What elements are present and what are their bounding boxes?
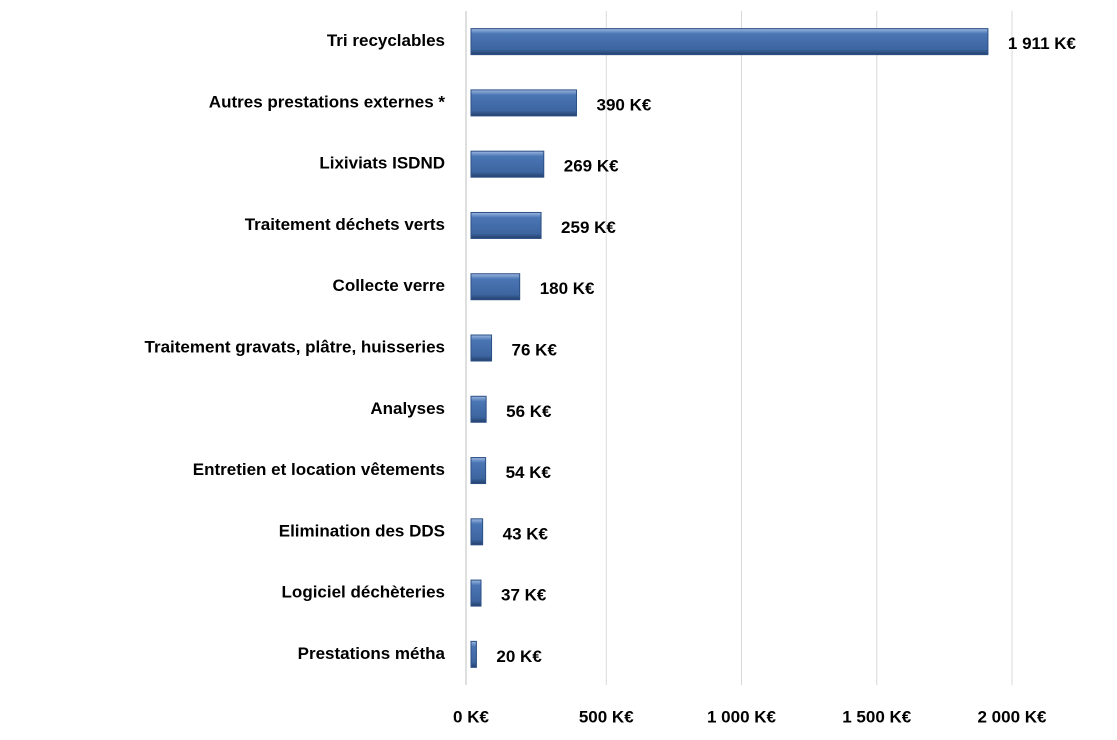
- bar: [470, 89, 577, 117]
- value-label: 20 K€: [496, 647, 542, 666]
- y-tick-label: Traitement gravats, plâtre, huisseries: [145, 337, 445, 356]
- bar: [470, 579, 482, 607]
- bar: [470, 395, 487, 423]
- y-tick-label: Logiciel déchèteries: [282, 583, 445, 602]
- y-tick-label: Elimination des DDS: [279, 521, 445, 540]
- y-tick-label: Tri recyclables: [327, 31, 445, 50]
- value-label: 54 K€: [506, 463, 552, 482]
- bar: [470, 273, 521, 301]
- bar: [470, 334, 493, 362]
- value-label: 390 K€: [596, 95, 651, 114]
- value-label: 259 K€: [561, 218, 616, 237]
- bar: [470, 518, 484, 546]
- value-label: 76 K€: [512, 340, 558, 359]
- x-tick-label: 1 000 K€: [707, 707, 777, 726]
- y-tick-label: Autres prestations externes *: [209, 92, 446, 111]
- y-tick-label: Prestations métha: [298, 644, 446, 663]
- value-label: 37 K€: [501, 586, 547, 605]
- value-label: 180 K€: [540, 279, 595, 298]
- value-label: 43 K€: [503, 524, 549, 543]
- value-label: 1 911 K€: [1008, 34, 1077, 53]
- bar: [470, 28, 989, 56]
- bar: [470, 150, 545, 178]
- x-tick-label: 500 K€: [579, 707, 634, 726]
- x-tick-label: 1 500 K€: [842, 707, 912, 726]
- value-label: 56 K€: [506, 402, 552, 421]
- bar: [470, 211, 542, 239]
- x-tick-label: 2 000 K€: [978, 707, 1048, 726]
- y-tick-label: Lixiviats ISDND: [319, 154, 445, 173]
- y-tick-label: Entretien et location vêtements: [193, 460, 445, 479]
- bar: [470, 457, 487, 485]
- y-tick-label: Collecte verre: [333, 276, 445, 295]
- value-label: 269 K€: [564, 157, 619, 176]
- x-tick-label: 0 K€: [453, 707, 489, 726]
- y-tick-label: Traitement déchets verts: [245, 215, 445, 234]
- y-tick-label: Analyses: [370, 399, 445, 418]
- bar: [470, 640, 477, 668]
